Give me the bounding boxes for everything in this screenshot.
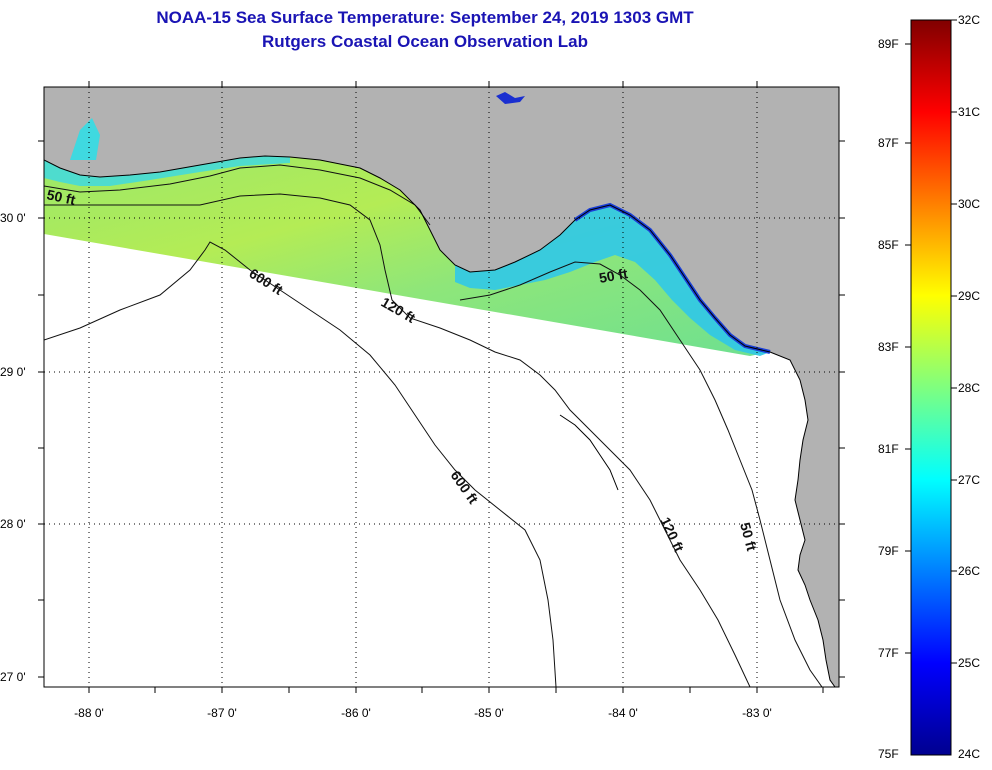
graticule [44,87,839,687]
lat-label: 27 0' [0,670,26,684]
colorbar-f-label: 75F [878,747,899,761]
depth-contours [44,164,823,687]
lon-label: -88 0' [74,706,104,720]
lon-label: -84 0' [608,706,638,720]
contour-120ft-west [44,193,751,687]
colorbar-f-label: 77F [878,646,899,660]
contour-600ft [44,241,557,687]
land-area [44,87,839,687]
lat-label: 30 0' [0,211,26,225]
map-title: NOAA-15 Sea Surface Temperature: Septemb… [156,8,694,27]
contour-50ft-east [459,261,823,687]
colorbar-f-label: 85F [878,238,899,252]
colorbar-gradient [910,19,952,756]
lat-label: 28 0' [0,517,26,531]
lat-label: 29 0' [0,365,26,379]
contour-label: 50 ft [45,186,77,208]
colorbar-c-label: 25C [958,656,980,670]
contour-label: 50 ft [598,265,629,286]
axis-ticks [38,81,845,693]
sst-swath [44,156,770,356]
sst-bay [70,118,100,160]
coastline [44,155,836,687]
map-subtitle: Rutgers Coastal Ocean Observation Lab [262,32,588,51]
colorbar-c-label: 26C [958,564,980,578]
lon-label: -86 0' [341,706,371,720]
colorbar-f-label: 83F [878,340,899,354]
lon-label: -87 0' [207,706,237,720]
lake [496,92,525,104]
colorbar-c-label: 29C [958,289,980,303]
colorbar-c-label: 32C [958,13,980,27]
colorbar-c-label: 24C [958,747,980,761]
colorbar-ticks [905,19,957,664]
lon-label: -85 0' [474,706,504,720]
colorbar-f-label: 81F [878,442,899,456]
contour-50ft-west [44,164,431,226]
colorbar-f-label: 87F [878,136,899,150]
colorbar-c-label: 30C [958,197,980,211]
colorbar-f-label: 89F [878,37,899,51]
colorbar-c-label: 27C [958,473,980,487]
colorbar-f-label: 79F [878,544,899,558]
colorbar-c-label: 28C [958,381,980,395]
lon-label: -83 0' [742,706,772,720]
sst-coastal-cool-east [455,205,770,356]
contour-label: 50 ft [737,521,760,553]
colorbar-c-label: 31C [958,105,980,119]
